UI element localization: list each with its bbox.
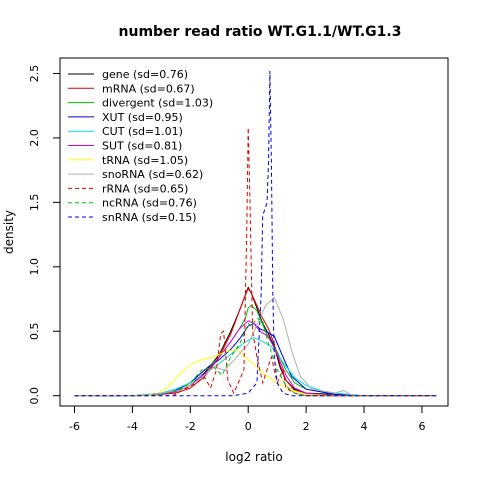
legend-label: snoRNA (sd=0.62)	[102, 168, 203, 181]
legend-label: snRNA (sd=0.15)	[102, 211, 197, 224]
series-line-3	[74, 322, 437, 397]
x-tick-label: 2	[303, 420, 310, 433]
series-line-4	[74, 337, 437, 397]
legend-label: rRNA (sd=0.65)	[102, 182, 188, 195]
legend: gene (sd=0.76)mRNA (sd=0.67) divergent (s…	[68, 68, 213, 224]
series-line-1	[74, 287, 437, 397]
y-axis-label: density	[2, 210, 16, 254]
y-tick-label: 1.5	[28, 194, 41, 212]
legend-label: XUT (sd=0.95)	[102, 111, 183, 124]
series-line-8	[74, 127, 437, 397]
series-line-10	[74, 70, 437, 397]
series-lines	[74, 70, 437, 397]
series-line-2	[74, 304, 437, 397]
y-tick-label: 0.5	[28, 322, 41, 340]
y-tick-label: 0.0	[28, 387, 41, 405]
x-tick-label: 0	[245, 420, 252, 433]
legend-label: mRNA (sd=0.67)	[102, 82, 195, 95]
x-axis-label: log2 ratio	[225, 450, 282, 464]
series-line-0	[74, 286, 437, 397]
legend-label: SUT (sd=0.81)	[102, 140, 182, 153]
x-tick-label: -2	[185, 420, 196, 433]
legend-label: CUT (sd=1.01)	[102, 125, 183, 138]
legend-label: divergent (sd=1.03)	[102, 97, 213, 110]
chart-title: number read ratio WT.G1.1/WT.G1.3	[119, 24, 402, 40]
x-axis: -6 -4 -2 0 2 4 6	[69, 405, 425, 433]
legend-label: ncRNA (sd=0.76)	[102, 197, 197, 210]
y-tick-label: 2.0	[28, 129, 41, 147]
y-tick-label: 2.5	[28, 65, 41, 83]
y-axis: 0.0 0.5 1.0 1.5 2.0 2.5	[28, 65, 61, 405]
legend-label: tRNA (sd=1.05)	[102, 154, 188, 167]
y-tick-label: 1.0	[28, 258, 41, 276]
x-tick-label: 6	[418, 420, 425, 433]
x-tick-label: -4	[127, 420, 138, 433]
series-line-7	[74, 296, 437, 397]
legend-label: gene (sd=0.76)	[102, 68, 188, 81]
x-tick-label: 4	[361, 420, 368, 433]
x-tick-label: -6	[69, 420, 80, 433]
series-line-6	[74, 348, 437, 397]
